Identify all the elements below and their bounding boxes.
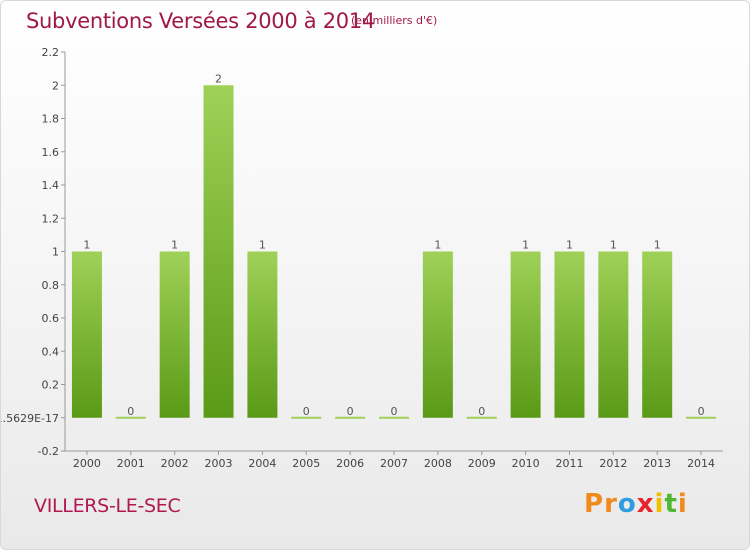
x-tick-label-2003: 2003 bbox=[205, 457, 233, 470]
bar-2006 bbox=[335, 416, 366, 419]
bar-2013 bbox=[642, 251, 673, 418]
data-label-2009: 0 bbox=[478, 405, 485, 418]
x-tick-label-2007: 2007 bbox=[380, 457, 408, 470]
y-tick-label: 0.2 bbox=[42, 379, 60, 392]
chart-unit: (en milliers d'€) bbox=[351, 14, 438, 27]
y-tick-label: 0.4 bbox=[42, 345, 60, 358]
x-tick-label-2009: 2009 bbox=[468, 457, 496, 470]
logo-letter: x bbox=[636, 489, 655, 519]
y-tick-label: 0.6 bbox=[42, 312, 60, 325]
bar-2005 bbox=[291, 416, 322, 419]
data-label-2002: 1 bbox=[171, 239, 178, 252]
bar-2002 bbox=[159, 251, 190, 418]
commune-name: VILLERS-LE-SEC bbox=[34, 495, 181, 517]
chart-title: Subventions Versées 2000 à 2014 bbox=[26, 9, 375, 33]
bar-2004 bbox=[247, 251, 278, 418]
x-tick-label-2001: 2001 bbox=[117, 457, 145, 470]
data-label-2008: 1 bbox=[434, 239, 441, 252]
x-tick-label-2013: 2013 bbox=[643, 457, 671, 470]
x-tick-label-2004: 2004 bbox=[248, 457, 276, 470]
logo-letter: o bbox=[617, 489, 637, 519]
data-label-2005: 0 bbox=[303, 405, 310, 418]
y-tick-label: 0.8 bbox=[42, 279, 60, 292]
x-tick-label-2005: 2005 bbox=[292, 457, 320, 470]
data-label-2010: 1 bbox=[522, 239, 529, 252]
y-tick-label: 2.2 bbox=[42, 46, 60, 59]
y-tick-label: -0.2 bbox=[38, 445, 59, 458]
x-tick-label-2012: 2012 bbox=[599, 457, 627, 470]
bar-2014 bbox=[686, 416, 717, 419]
y-tick-label: 1.8 bbox=[42, 113, 60, 126]
y-tick-label: 1.6 bbox=[42, 146, 60, 159]
x-tick-label-2010: 2010 bbox=[512, 457, 540, 470]
bar-2009 bbox=[466, 416, 497, 419]
bar-2001 bbox=[115, 416, 146, 419]
x-tick-label-2000: 2000 bbox=[73, 457, 101, 470]
data-label-2006: 0 bbox=[347, 405, 354, 418]
logo-letter: r bbox=[604, 489, 618, 519]
data-label-2004: 1 bbox=[259, 239, 266, 252]
bar-2003 bbox=[203, 85, 234, 418]
bar-2010 bbox=[510, 251, 541, 418]
x-tick-label-2011: 2011 bbox=[555, 457, 583, 470]
x-tick-label-2014: 2014 bbox=[687, 457, 715, 470]
data-label-2011: 1 bbox=[566, 239, 573, 252]
data-label-2001: 0 bbox=[127, 405, 134, 418]
data-labels: 1 0 1 2 1 0 0 0 1 0 1 1 1 1 0 bbox=[83, 72, 704, 418]
proxiti-logo: Proxiti bbox=[584, 489, 688, 519]
bar-2012 bbox=[598, 251, 629, 418]
data-label-2013: 1 bbox=[654, 239, 661, 252]
data-label-2003: 2 bbox=[215, 72, 222, 85]
bar-2000 bbox=[71, 251, 102, 418]
data-label-2012: 1 bbox=[610, 239, 617, 252]
y-tick-label: 1.2 bbox=[42, 212, 60, 225]
logo-letter: i bbox=[654, 489, 665, 519]
axes: -0.2 -1.5629E-17 0.2 0.4 0.6 0.8 1 1.2 1.4 1.6 1.8… bbox=[1, 46, 723, 470]
x-tick-label-2006: 2006 bbox=[336, 457, 364, 470]
data-label-2014: 0 bbox=[698, 405, 705, 418]
bar-2007 bbox=[379, 416, 409, 419]
logo-letter: P bbox=[584, 489, 605, 519]
data-label-2007: 0 bbox=[391, 405, 398, 418]
bars bbox=[71, 85, 717, 419]
logo-letter: t bbox=[664, 489, 678, 519]
y-tick-label: 2 bbox=[52, 79, 59, 92]
x-tick-label-2002: 2002 bbox=[161, 457, 189, 470]
y-tick-label: 1 bbox=[52, 246, 59, 259]
logo-letter: i bbox=[677, 489, 688, 519]
bar-2008 bbox=[422, 251, 453, 418]
bar-2011 bbox=[554, 251, 585, 418]
y-tick-label: 1.4 bbox=[42, 179, 60, 192]
y-tick-label: -1.5629E-17 bbox=[1, 412, 59, 425]
x-tick-label-2008: 2008 bbox=[424, 457, 452, 470]
data-label-2000: 1 bbox=[83, 239, 90, 252]
